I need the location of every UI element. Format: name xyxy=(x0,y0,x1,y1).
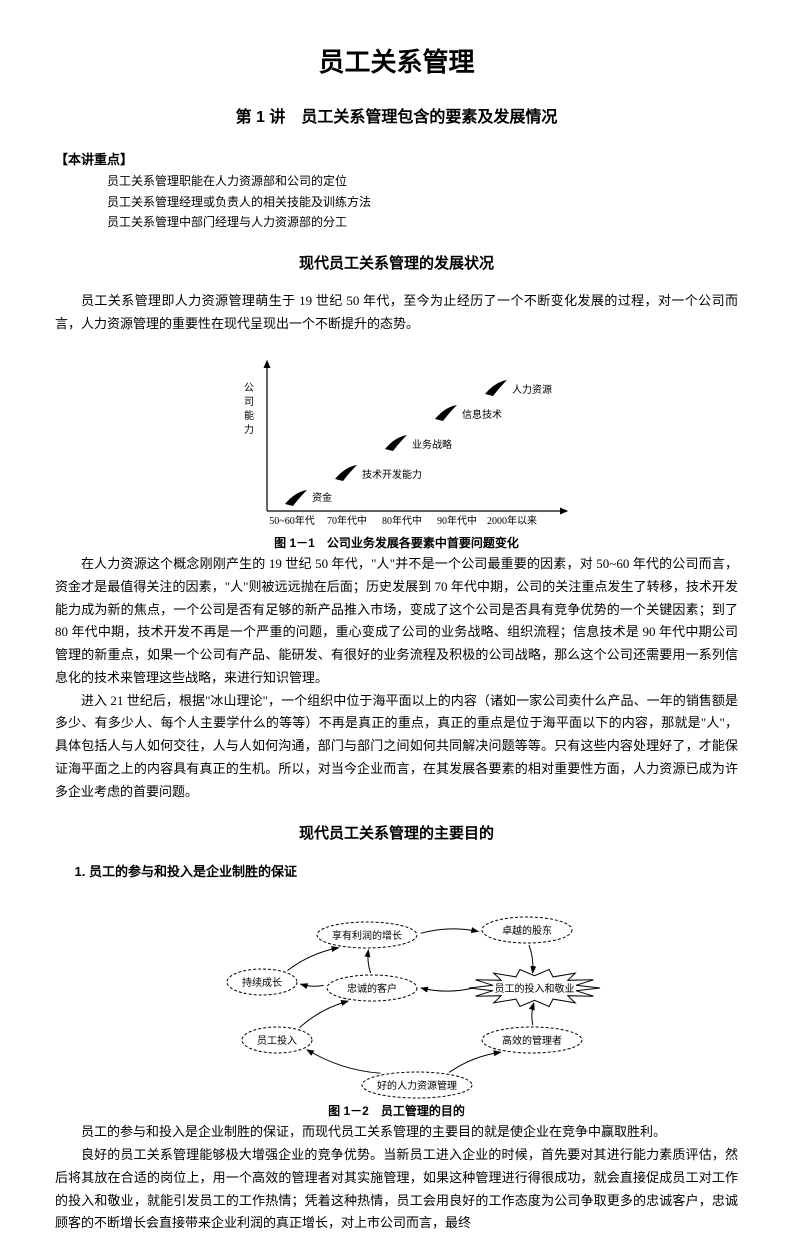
keypoint-item: 员工关系管理职能在人力资源部和公司的定位 xyxy=(55,171,738,191)
svg-text:90年代中: 90年代中 xyxy=(437,514,477,527)
section2-p1: 员工的参与和投入是企业制胜的保证，而现代员工关系管理的主要目的就是使企业在竞争中… xyxy=(55,1121,738,1144)
svg-text:持续成长: 持续成长 xyxy=(242,976,282,989)
svg-text:员工投入: 员工投入 xyxy=(257,1034,297,1047)
svg-text:信息技术: 信息技术 xyxy=(462,408,502,421)
section1-p3: 进入 21 世纪后，根据"冰山理论"，一个组织中位于海平面以上的内容（诸如一家公… xyxy=(55,690,738,804)
svg-text:80年代中: 80年代中 xyxy=(382,514,422,527)
svg-text:卓越的股东: 卓越的股东 xyxy=(502,924,552,937)
section2-title: 现代员工关系管理的主要目的 xyxy=(55,821,738,847)
chart2-svg: 持续成长 享有利润的增长 卓越的股东忠诚的客户 员工的投入和敬业员工投入 高效的管理者好… xyxy=(162,889,632,1099)
keypoint-item: 员工关系管理经理或负责人的相关技能及训练方法 xyxy=(55,192,738,212)
main-title: 员工关系管理 xyxy=(55,40,738,84)
svg-text:员工的投入和敬业: 员工的投入和敬业 xyxy=(494,982,574,995)
svg-text:力: 力 xyxy=(244,423,254,436)
svg-text:50~60年代: 50~60年代 xyxy=(269,514,314,527)
svg-text:好的人力资源管理: 好的人力资源管理 xyxy=(377,1079,457,1092)
section2-p2: 良好的员工关系管理能够极大增强企业的竞争优势。当新员工进入企业的时候，首先要对其… xyxy=(55,1144,738,1235)
svg-text:2000年以来: 2000年以来 xyxy=(487,514,537,527)
lecture-title: 第 1 讲 员工关系管理包含的要素及发展情况 xyxy=(55,104,738,131)
section1-p1: 员工关系管理即人力资源管理萌生于 19 世纪 50 年代，至今为止经历了一个不断… xyxy=(55,290,738,336)
svg-text:70年代中: 70年代中 xyxy=(327,514,367,527)
svg-text:技术开发能力: 技术开发能力 xyxy=(362,468,422,481)
keypoint-item: 员工关系管理中部门经理与人力资源部的分工 xyxy=(55,212,738,232)
svg-text:忠诚的客户: 忠诚的客户 xyxy=(347,982,397,995)
svg-text:享有利润的增长: 享有利润的增长 xyxy=(332,929,402,942)
section2-sub1: 1. 员工的参与和投入是企业制胜的保证 xyxy=(55,861,738,883)
svg-text:司: 司 xyxy=(244,397,254,408)
svg-text:人力资源: 人力资源 xyxy=(512,383,552,396)
svg-text:高效的管理者: 高效的管理者 xyxy=(502,1034,562,1047)
svg-text:能: 能 xyxy=(244,409,254,422)
chart1-svg: 公司能力 50~60年代 70年代中 80年代中 90年代中 2000年以来 资金 技术开发能… xyxy=(207,346,587,531)
section1-p2: 在人力资源这个概念刚刚产生的 19 世纪 50 年代，"人"并不是一个公司最重要… xyxy=(55,553,738,690)
svg-text:资金: 资金 xyxy=(312,491,332,504)
chart1-caption: 图 1－1 公司业务发展各要素中首要问题变化 xyxy=(55,533,738,553)
svg-text:公: 公 xyxy=(244,383,254,394)
keypoints-label: 【本讲重点】 xyxy=(55,149,738,171)
keypoints-block: 【本讲重点】 员工关系管理职能在人力资源部和公司的定位 员工关系管理经理或负责人… xyxy=(55,149,738,232)
svg-text:业务战略: 业务战略 xyxy=(412,438,452,451)
section1-title: 现代员工关系管理的发展状况 xyxy=(55,251,738,277)
chart2-caption: 图 1－2 员工管理的目的 xyxy=(55,1101,738,1121)
